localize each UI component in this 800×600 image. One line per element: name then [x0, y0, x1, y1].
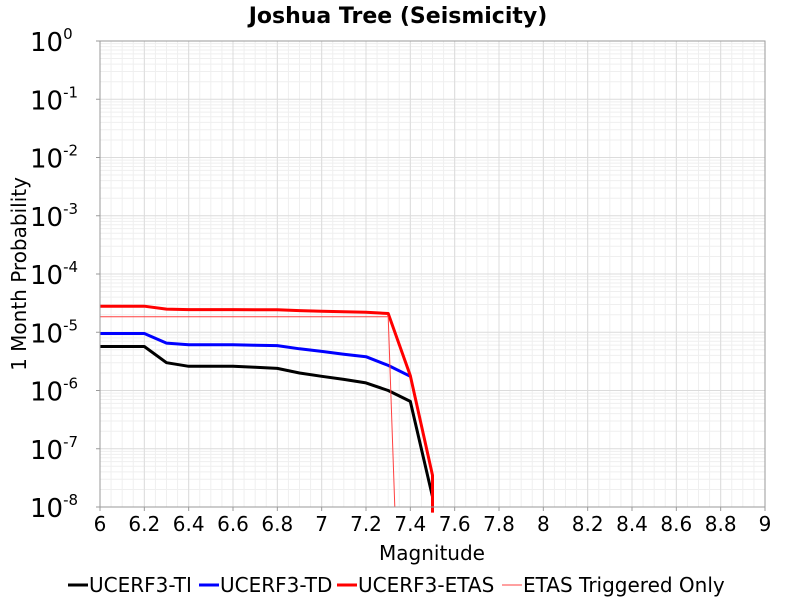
legend-label: UCERF3-TI	[89, 573, 192, 597]
x-tick-label: 8	[537, 512, 550, 536]
chart-title: Joshua Tree (Seismicity)	[247, 4, 548, 29]
x-tick-label: 7.2	[350, 512, 382, 536]
x-tick-label: 6	[94, 512, 107, 536]
x-tick-label: 8.6	[660, 512, 692, 536]
series-line-etas-triggered-only	[100, 316, 396, 508]
y-tick-label: 100	[30, 25, 73, 58]
x-tick-label: 7.6	[439, 512, 471, 536]
legend-label: ETAS Triggered Only	[523, 573, 725, 597]
x-tick-label: 7	[315, 512, 328, 536]
series-layer	[100, 304, 434, 513]
y-tick-label: 10-2	[30, 142, 78, 175]
legend-label: UCERF3-ETAS	[358, 573, 494, 597]
y-tick-label: 10-8	[30, 491, 78, 524]
series-line-ucerf3-td	[100, 332, 411, 378]
series-line-ucerf3-etas	[100, 304, 434, 513]
x-tick-label: 6.2	[128, 512, 160, 536]
x-tick-label: 9	[759, 512, 772, 536]
legend: UCERF3-TI UCERF3-TD UCERF3-ETAS ETAS Trigge…	[68, 573, 725, 597]
x-tick-label: 6.8	[261, 512, 293, 536]
y-axis-ticks: 100 10-1 10-2 10-3 10-4 10-5 10-6 10-7 10-8	[30, 25, 100, 524]
y-tick-label: 10-5	[30, 316, 78, 349]
x-tick-label: 6.4	[173, 512, 205, 536]
x-tick-label: 8.4	[616, 512, 648, 536]
x-tick-label: 7.8	[483, 512, 515, 536]
y-tick-label: 10-3	[30, 200, 78, 233]
legend-label: UCERF3-TD	[220, 573, 332, 597]
y-tick-label: 10-7	[30, 433, 78, 466]
x-tick-label: 7.4	[394, 512, 426, 536]
x-axis-label: Magnitude	[379, 541, 485, 565]
y-tick-label: 10-4	[30, 258, 78, 291]
x-tick-label: 6.6	[217, 512, 249, 536]
y-axis-label: 1 Month Probability	[7, 177, 31, 371]
x-tick-label: 8.8	[705, 512, 737, 536]
x-axis-ticks: 6 6.2 6.4 6.6 6.8 7 7.2 7.4 7.6 7.8 8 8.2 8.4 8.6 8.8 9	[94, 507, 772, 536]
x-tick-label: 8.2	[572, 512, 604, 536]
series-line-ucerf3-ti	[100, 345, 434, 498]
y-tick-label: 10-6	[30, 375, 78, 408]
y-tick-label: 10-1	[30, 83, 78, 116]
